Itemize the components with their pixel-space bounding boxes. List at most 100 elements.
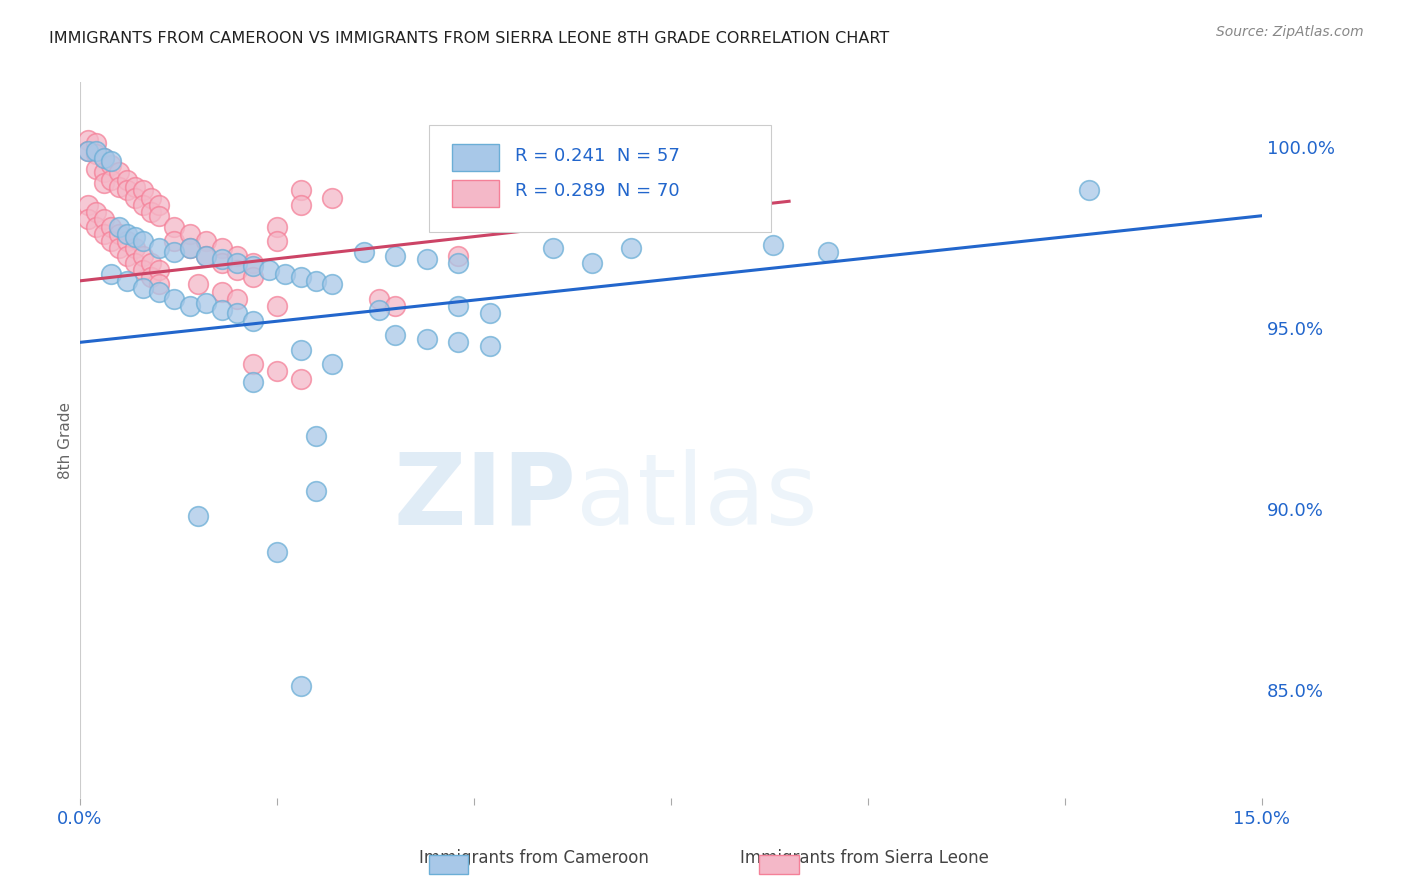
Point	[242, 270, 264, 285]
Point	[226, 292, 249, 306]
Point	[108, 219, 131, 234]
Point	[384, 299, 406, 313]
Point	[714, 147, 737, 161]
Point	[100, 234, 122, 248]
Point	[242, 313, 264, 327]
Point	[290, 679, 312, 693]
Point	[290, 198, 312, 212]
Point	[115, 274, 138, 288]
Point	[211, 241, 233, 255]
Text: Source: ZipAtlas.com: Source: ZipAtlas.com	[1216, 25, 1364, 39]
Point	[242, 375, 264, 389]
Point	[211, 256, 233, 270]
Point	[93, 151, 115, 165]
Point	[447, 256, 470, 270]
Point	[194, 234, 217, 248]
Point	[148, 198, 170, 212]
Point	[194, 295, 217, 310]
Point	[148, 209, 170, 223]
Point	[620, 241, 643, 255]
Point	[93, 212, 115, 227]
Point	[478, 339, 501, 353]
Point	[415, 332, 437, 346]
Point	[762, 237, 785, 252]
Point	[242, 357, 264, 371]
FancyBboxPatch shape	[453, 180, 499, 207]
Text: Immigrants from Cameroon: Immigrants from Cameroon	[419, 849, 650, 867]
Point	[541, 241, 564, 255]
Point	[266, 219, 288, 234]
Point	[93, 176, 115, 190]
Point	[290, 183, 312, 197]
Point	[266, 234, 288, 248]
Point	[108, 241, 131, 255]
Point	[321, 357, 343, 371]
Point	[179, 227, 201, 241]
Text: R = 0.289  N = 70: R = 0.289 N = 70	[515, 183, 679, 201]
Point	[100, 172, 122, 186]
Point	[226, 248, 249, 262]
FancyBboxPatch shape	[453, 145, 499, 171]
Point	[179, 299, 201, 313]
Point	[76, 212, 98, 227]
Text: atlas: atlas	[576, 449, 818, 546]
Point	[124, 179, 146, 194]
Point	[447, 299, 470, 313]
Point	[115, 227, 138, 241]
Point	[163, 219, 186, 234]
Point	[148, 277, 170, 292]
Point	[148, 241, 170, 255]
Text: Immigrants from Sierra Leone: Immigrants from Sierra Leone	[740, 849, 990, 867]
Point	[100, 267, 122, 281]
Text: ZIP: ZIP	[394, 449, 576, 546]
Point	[84, 219, 107, 234]
Text: IMMIGRANTS FROM CAMEROON VS IMMIGRANTS FROM SIERRA LEONE 8TH GRADE CORRELATION C: IMMIGRANTS FROM CAMEROON VS IMMIGRANTS F…	[49, 31, 890, 46]
Point	[274, 267, 297, 281]
Point	[179, 241, 201, 255]
Point	[290, 270, 312, 285]
Point	[384, 328, 406, 343]
Point	[132, 263, 155, 277]
Point	[226, 263, 249, 277]
Y-axis label: 8th Grade: 8th Grade	[58, 401, 73, 478]
Point	[163, 234, 186, 248]
Point	[139, 191, 162, 205]
Point	[266, 364, 288, 378]
Point	[305, 429, 328, 443]
Point	[108, 165, 131, 179]
Point	[108, 227, 131, 241]
Point	[163, 244, 186, 259]
Point	[211, 285, 233, 299]
Point	[226, 306, 249, 320]
Point	[478, 306, 501, 320]
Point	[139, 205, 162, 219]
Point	[321, 191, 343, 205]
Point	[76, 198, 98, 212]
Point	[108, 179, 131, 194]
Point	[1077, 183, 1099, 197]
Point	[447, 248, 470, 262]
Point	[132, 198, 155, 212]
Point	[124, 230, 146, 244]
Point	[100, 154, 122, 169]
Point	[194, 248, 217, 262]
Point	[242, 260, 264, 274]
Point	[187, 277, 209, 292]
Point	[187, 508, 209, 523]
Point	[266, 545, 288, 559]
Point	[100, 219, 122, 234]
Point	[321, 277, 343, 292]
Point	[93, 151, 115, 165]
Point	[124, 191, 146, 205]
Point	[194, 248, 217, 262]
Point	[139, 256, 162, 270]
Text: R = 0.241  N = 57: R = 0.241 N = 57	[515, 146, 679, 165]
Point	[115, 183, 138, 197]
Point	[76, 133, 98, 147]
Point	[76, 144, 98, 158]
Point	[84, 147, 107, 161]
Point	[384, 248, 406, 262]
Point	[132, 281, 155, 295]
FancyBboxPatch shape	[429, 125, 772, 232]
Point	[115, 248, 138, 262]
